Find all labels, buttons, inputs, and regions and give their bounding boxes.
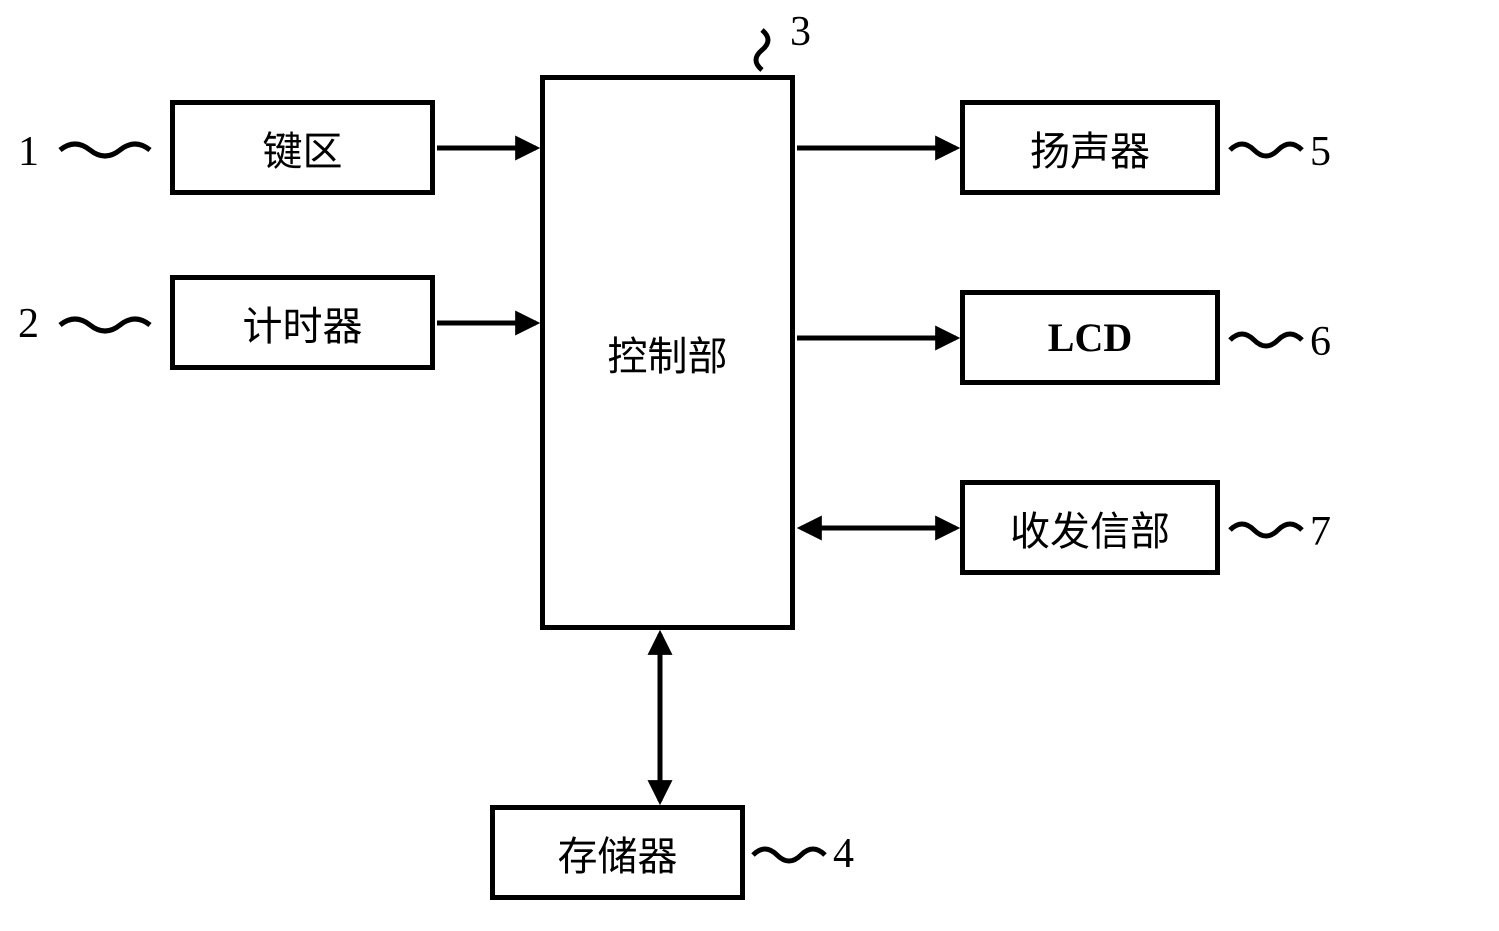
node-lcd-label: LCD xyxy=(1048,314,1132,361)
ref-label-6: 6 xyxy=(1310,318,1331,366)
node-controller-label: 控制部 xyxy=(608,324,728,382)
node-transceiver-label: 收发信部 xyxy=(1010,499,1170,557)
ref-label-5: 5 xyxy=(1310,128,1331,176)
node-speaker-label: 扬声器 xyxy=(1030,119,1150,177)
ref-label-1: 1 xyxy=(18,128,39,176)
ref-label-3: 3 xyxy=(790,8,811,56)
node-keypad: 键区 xyxy=(170,100,435,195)
node-timer: 计时器 xyxy=(170,275,435,370)
node-lcd: LCD xyxy=(960,290,1220,385)
node-transceiver: 收发信部 xyxy=(960,480,1220,575)
ref-label-2: 2 xyxy=(18,300,39,348)
diagram-canvas: 键区 计时器 控制部 存储器 扬声器 LCD 收发信部 1 2 3 4 5 6 … xyxy=(0,0,1499,931)
node-keypad-label: 键区 xyxy=(263,119,343,177)
ref-label-4: 4 xyxy=(833,830,854,878)
node-speaker: 扬声器 xyxy=(960,100,1220,195)
node-memory: 存储器 xyxy=(490,805,745,900)
ref-label-7: 7 xyxy=(1310,508,1331,556)
node-controller: 控制部 xyxy=(540,75,795,630)
node-memory-label: 存储器 xyxy=(558,824,678,882)
node-timer-label: 计时器 xyxy=(243,294,363,352)
